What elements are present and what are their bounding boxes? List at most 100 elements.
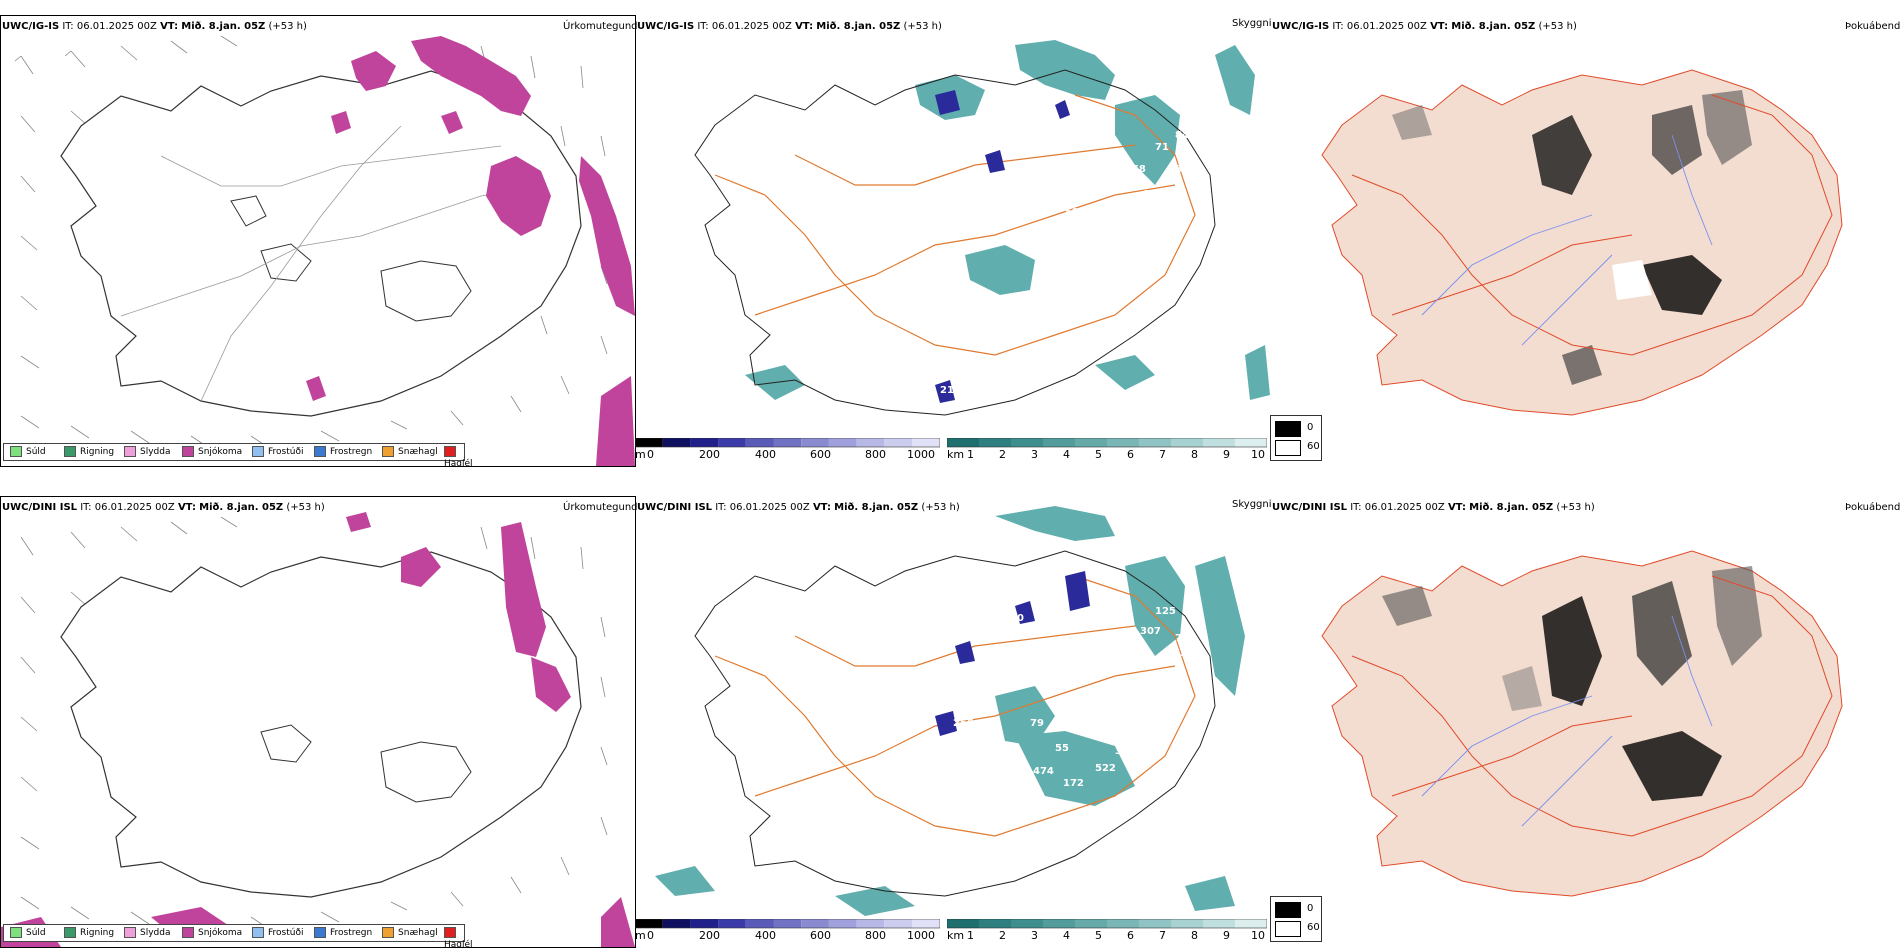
fog-legend-1: 0 60 xyxy=(1270,415,1322,461)
fog-panel-1 xyxy=(1272,15,1900,465)
cloud-number: 751 xyxy=(1173,648,1194,659)
roads xyxy=(120,125,542,402)
cloud-number: 21 xyxy=(940,385,954,396)
legend-label: Haglél xyxy=(444,940,473,948)
cloud-number: 846 xyxy=(1175,130,1196,141)
legend-swatch xyxy=(182,446,194,457)
fog-rivers xyxy=(1421,615,1713,827)
legend-swatch xyxy=(64,927,76,938)
visibility-scale-1: km 1 2 3 4 5 6 7 8 9 10 xyxy=(947,438,1267,461)
fog-rivers xyxy=(1421,134,1713,346)
fog-label-60: 60 xyxy=(1307,441,1320,452)
it-label: IT: xyxy=(715,502,727,513)
visibility-tick: 1 xyxy=(967,929,974,942)
visibility-tick: 7 xyxy=(1159,448,1166,461)
cloud-number: 474 xyxy=(1033,766,1054,777)
glacier-outline xyxy=(260,724,472,803)
model-name: UWC/DINI ISL xyxy=(1272,502,1348,513)
visibility-tick: 2 xyxy=(999,448,1006,461)
model-name: UWC/IG-IS xyxy=(637,21,695,32)
field-title-cloud-2: Skyggni xyxy=(1232,499,1272,510)
vt-value: Mið. 8.jan. 05Z xyxy=(816,21,901,32)
lead-time: (+53 h) xyxy=(1538,21,1577,32)
model-name: UWC/DINI ISL xyxy=(2,502,78,513)
legend-label: Snjókoma xyxy=(198,928,243,938)
legend-item-snjokoma: Snjókoma xyxy=(182,927,242,939)
height-tick: 400 xyxy=(755,448,776,461)
visibility-tick: 10 xyxy=(1251,448,1265,461)
legend-label: Snjókoma xyxy=(198,447,243,457)
visibility-tick: 8 xyxy=(1191,448,1198,461)
cloud-number: 349 xyxy=(1115,746,1136,757)
legend-item-frostregn: Frostregn xyxy=(314,927,372,939)
legend-label: Slydda xyxy=(140,928,171,938)
cloud-number: 172 xyxy=(1063,778,1084,789)
precip-type-panel-1: Súld Rigning Slydda Snjókoma Frostúði Fr… xyxy=(0,15,636,467)
panel-title-row2-fog: UWC/DINI ISL IT: 06.01.2025 00Z VT: Mið.… xyxy=(1272,502,1595,513)
it-label: IT: xyxy=(1350,502,1362,513)
lead-time: (+53 h) xyxy=(286,502,325,513)
it-value: 06.01.2025 00Z xyxy=(1346,21,1427,32)
legend-item-rigning: Rigning xyxy=(64,927,114,939)
visibility-tick: 7 xyxy=(1159,929,1166,942)
legend-item-rigning: Rigning xyxy=(64,446,114,458)
precip-type-panel-2: Súld Rigning Slydda Snjókoma Frostúði Fr… xyxy=(0,496,636,948)
height-tick: 600 xyxy=(810,929,831,942)
field-title-fog-2: Þokuábendi xyxy=(1845,502,1900,513)
visibility-unit: km xyxy=(947,448,965,461)
lead-time: (+53 h) xyxy=(268,21,307,32)
visibility-areas xyxy=(655,506,1245,916)
visibility-tick: 1 xyxy=(967,448,974,461)
visibility-tick: 5 xyxy=(1095,448,1102,461)
legend-label: Snæhagl xyxy=(398,447,438,457)
roads xyxy=(714,575,1196,837)
snow-areas xyxy=(306,36,635,466)
fog-swatch-60 xyxy=(1275,440,1301,456)
field-title-precip-1: Úrkomutegund xyxy=(563,21,638,32)
roads xyxy=(714,94,1196,356)
height-tick: 1000 xyxy=(907,929,935,942)
wind-barbs xyxy=(20,516,608,930)
low-cloud-areas xyxy=(935,571,1090,736)
iceland-outline xyxy=(694,550,1216,897)
fog-map-1 xyxy=(1321,69,1843,416)
legend-swatch xyxy=(444,927,456,938)
vt-label: VT: xyxy=(1447,502,1466,513)
legend-swatch xyxy=(382,446,394,457)
legend-item-slydda: Slydda xyxy=(124,446,170,458)
visibility-tick: 6 xyxy=(1127,448,1134,461)
cloud-number: 79 xyxy=(1030,718,1044,729)
visibility-tick: 3 xyxy=(1031,448,1038,461)
visibility-tick: 10 xyxy=(1251,929,1265,942)
vt-label: VT: xyxy=(812,502,831,513)
visibility-tick: 3 xyxy=(1031,929,1038,942)
panel-title-row1-fog: UWC/IG-IS IT: 06.01.2025 00Z VT: Mið. 8.… xyxy=(1272,21,1577,32)
legend-swatch xyxy=(10,446,22,457)
it-value: 06.01.2025 00Z xyxy=(1364,502,1445,513)
fog-dark-areas xyxy=(1392,90,1752,385)
cloud-number: 460 xyxy=(987,683,1008,694)
precip-type-legend-1: Súld Rigning Slydda Snjókoma Frostúði Fr… xyxy=(3,443,473,466)
fog-label-0: 0 xyxy=(1307,903,1314,914)
cloud-numbers: 846 858 899 867 805 466 476 88 208 21 85… xyxy=(940,130,1209,396)
model-name: UWC/IG-IS xyxy=(2,21,60,32)
panel-title-row1-precip: UWC/IG-IS IT: 06.01.2025 00Z VT: Mið. 8.… xyxy=(2,21,307,32)
precip-type-map-2 xyxy=(1,512,635,947)
legend-swatch xyxy=(124,446,136,457)
field-title-precip-2: Úrkomutegund xyxy=(563,502,638,513)
height-scale-2: m 0 200 400 600 800 1000 xyxy=(635,919,940,942)
cloud-number: 805 xyxy=(1188,185,1209,196)
lead-time: (+53 h) xyxy=(903,21,942,32)
legend-label: Súld xyxy=(26,928,46,938)
height-tick: 200 xyxy=(699,929,720,942)
legend-swatch xyxy=(382,927,394,938)
field-title-fog-1: Þokuábendi xyxy=(1845,21,1900,32)
vt-value: Mið. 8.jan. 05Z xyxy=(199,502,284,513)
cloud-number: 208 xyxy=(1113,263,1134,274)
cloud-number: 466 xyxy=(997,237,1018,248)
fog-label-0: 0 xyxy=(1307,422,1314,433)
it-label: IT: xyxy=(62,21,74,32)
glacier-outline xyxy=(230,195,472,322)
legend-label: Snæhagl xyxy=(398,928,438,938)
cloud-base-panel-2: 125 307 751 751 89 460 255 474 172 522 3… xyxy=(635,496,1270,946)
